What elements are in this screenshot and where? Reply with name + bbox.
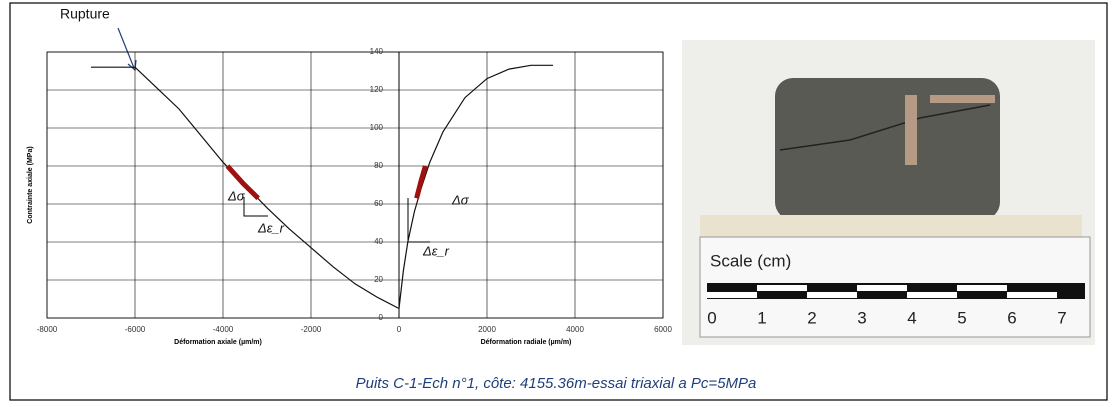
photo: Scale (cm): [682, 40, 1095, 345]
scale-number: 1: [757, 308, 766, 327]
x-tick-label: -8000: [37, 325, 58, 334]
scale-number: 0: [707, 308, 716, 327]
annotation: Δε_r: [422, 243, 450, 258]
y-tick-label: 0: [379, 313, 384, 322]
ruler-segment: [807, 292, 857, 298]
ruler-segment: [857, 285, 907, 291]
x-axis-label: Déformation axiale (µm/m): [174, 339, 262, 346]
rupture-arrow: [118, 28, 134, 68]
y-tick-label: 80: [374, 161, 383, 170]
ruler-segment: [1007, 292, 1057, 298]
y-tick-label: 20: [374, 275, 383, 284]
ruler-segment: [957, 285, 1007, 291]
y-tick-label: 140: [370, 47, 384, 56]
scale-number: 6: [1007, 308, 1016, 327]
page: {"chart_data": {"type": "line", "ylabel"…: [0, 0, 1113, 402]
y-tick-label: 40: [374, 237, 383, 246]
caption: Puits C-1-Ech n°1, côte: 4155.36m-essai …: [356, 375, 757, 392]
x-tick-label: -4000: [213, 325, 234, 334]
figure: Scale (cm) Puits C-1-Ech n°1, côte: 4155…: [0, 0, 1113, 402]
scale-number: 5: [957, 308, 966, 327]
x-tick-label: -2000: [301, 325, 322, 334]
x-axis-label: Déformation radiale (µm/m): [481, 339, 572, 346]
scale-title: Scale (cm): [710, 251, 791, 270]
x-tick-label: 2000: [478, 325, 496, 334]
annotation: Δε_r: [257, 220, 285, 235]
annotation: Δσ: [227, 188, 246, 203]
x-tick-label: 6000: [654, 325, 672, 334]
ruler-segment: [757, 285, 807, 291]
x-tick-label: -6000: [125, 325, 146, 334]
annotation: Rupture: [60, 6, 110, 22]
plot-area: [47, 52, 663, 318]
scale-number: 3: [857, 308, 866, 327]
series-line: [417, 166, 426, 198]
slope-triangle: [244, 197, 268, 216]
y-tick-label: 60: [374, 199, 383, 208]
ruler-segment: [907, 292, 957, 298]
y-axis-label: Contrainte axiale (MPa): [27, 146, 34, 223]
gauge: [905, 95, 917, 165]
scale-number: 4: [907, 308, 916, 327]
base-block: [700, 215, 1082, 237]
annotation: Δσ: [451, 192, 470, 207]
gauge: [930, 95, 995, 103]
ruler-segment: [707, 292, 757, 298]
scale-number: 2: [807, 308, 816, 327]
scale-number: 7: [1057, 308, 1066, 327]
slope-triangle: [408, 198, 430, 242]
x-tick-label: 4000: [566, 325, 584, 334]
y-tick-label: 100: [370, 123, 384, 132]
x-tick-label: 0: [397, 325, 402, 334]
y-tick-label: 120: [370, 85, 384, 94]
